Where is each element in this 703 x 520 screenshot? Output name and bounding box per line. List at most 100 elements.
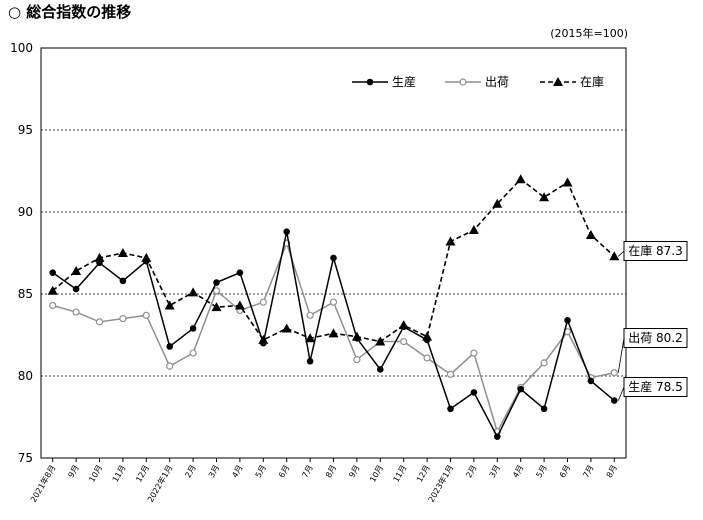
end-label-box bbox=[623, 328, 688, 348]
y-tick-label: 100 bbox=[10, 41, 33, 55]
data-point-生産 bbox=[611, 397, 618, 404]
data-point-生産 bbox=[564, 316, 571, 324]
data-point-在庫 bbox=[94, 252, 105, 262]
data-point-生産 bbox=[470, 389, 478, 396]
series-在庫 bbox=[47, 174, 620, 346]
chart-title: ○ 総合指数の推移 bbox=[8, 3, 131, 21]
data-point-出荷 bbox=[119, 315, 127, 323]
data-point-生産 bbox=[283, 228, 291, 235]
x-tick-label: 4月 bbox=[511, 464, 525, 480]
y-axis-ticks: 75 80 85 90 95 100 bbox=[10, 41, 33, 465]
data-point-出荷 bbox=[610, 369, 618, 377]
x-tick-label: 9月 bbox=[66, 464, 80, 480]
x-tick-label: 8月 bbox=[605, 464, 619, 480]
data-point-出荷 bbox=[470, 349, 478, 357]
data-point-生産 bbox=[166, 343, 173, 350]
end-label-leader bbox=[618, 250, 625, 257]
data-point-在庫 bbox=[141, 252, 152, 262]
data-point-生産 bbox=[587, 377, 595, 385]
series-line-出荷 bbox=[52, 240, 615, 434]
legend-label: 生産 bbox=[392, 74, 416, 89]
legend-marker bbox=[553, 77, 563, 86]
end-label-box bbox=[623, 377, 688, 397]
data-point-在庫 bbox=[234, 300, 245, 310]
x-tick-label: 9月 bbox=[347, 464, 361, 480]
x-tick-label: 3月 bbox=[207, 464, 221, 480]
series-layer bbox=[47, 174, 620, 440]
data-point-在庫 bbox=[375, 336, 386, 346]
data-point-生産 bbox=[213, 279, 220, 286]
y-tick-label: 90 bbox=[18, 205, 33, 219]
y-tick-label: 85 bbox=[18, 287, 33, 301]
data-point-在庫 bbox=[539, 192, 550, 202]
legend-label: 出荷 bbox=[485, 75, 509, 89]
x-tick-label: 12月 bbox=[415, 464, 432, 484]
data-point-生産 bbox=[447, 405, 454, 413]
y-tick-label: 80 bbox=[18, 369, 33, 383]
y-tick-label: 75 bbox=[18, 451, 33, 465]
end-label-text: 生産 78.5 bbox=[628, 379, 683, 394]
x-tick-label: 10月 bbox=[87, 464, 104, 484]
x-tick-label: 6月 bbox=[277, 464, 291, 480]
unit-note: (2015年=100) bbox=[550, 26, 628, 40]
data-point-出荷 bbox=[166, 362, 174, 370]
data-point-在庫 bbox=[117, 248, 128, 257]
series-出荷 bbox=[49, 239, 618, 436]
data-point-在庫 bbox=[188, 287, 199, 297]
data-point-在庫 bbox=[351, 331, 362, 341]
end-label-在庫: 在庫 87.3 bbox=[618, 241, 688, 261]
data-point-出荷 bbox=[446, 370, 455, 378]
data-point-出荷 bbox=[142, 311, 150, 319]
data-point-出荷 bbox=[95, 318, 104, 326]
x-tick-label: 2021年8月 bbox=[28, 463, 57, 504]
plot-frame bbox=[40, 47, 627, 459]
legend-entry-生産: 生産 bbox=[352, 74, 416, 89]
data-point-在庫 bbox=[211, 302, 222, 312]
data-point-在庫 bbox=[281, 323, 292, 333]
data-point-出荷 bbox=[259, 298, 267, 306]
x-tick-label: 11月 bbox=[111, 464, 128, 484]
data-point-生産 bbox=[306, 357, 314, 365]
data-point-出荷 bbox=[49, 301, 57, 310]
data-point-出荷 bbox=[423, 354, 431, 362]
data-point-出荷 bbox=[400, 337, 408, 346]
data-point-出荷 bbox=[72, 308, 80, 316]
x-tick-label: 5月 bbox=[254, 464, 268, 480]
data-point-出荷 bbox=[329, 298, 338, 306]
data-point-生産 bbox=[494, 433, 501, 440]
data-point-出荷 bbox=[189, 349, 197, 357]
legend-marker bbox=[366, 78, 374, 86]
legend-entry-在庫: 在庫 bbox=[540, 75, 604, 89]
data-point-在庫 bbox=[492, 198, 503, 208]
data-point-在庫 bbox=[305, 333, 316, 343]
legend: 生産 出荷 在庫 bbox=[352, 74, 604, 89]
data-point-在庫 bbox=[422, 331, 433, 341]
x-tick-label: 7月 bbox=[581, 464, 595, 480]
data-point-在庫 bbox=[398, 320, 409, 330]
x-tick-label: 2月 bbox=[464, 464, 478, 480]
x-tick-label: 12月 bbox=[134, 464, 151, 484]
data-point-在庫 bbox=[164, 300, 175, 310]
end-label-text: 出荷 80.2 bbox=[628, 331, 683, 345]
x-tick-label: 2月 bbox=[183, 464, 197, 480]
x-tick-label: 10月 bbox=[368, 464, 385, 484]
data-point-在庫 bbox=[71, 266, 82, 276]
data-point-在庫 bbox=[47, 285, 58, 295]
data-point-生産 bbox=[236, 269, 244, 276]
data-point-在庫 bbox=[258, 334, 269, 344]
data-point-在庫 bbox=[328, 328, 339, 338]
x-tick-label: 5月 bbox=[534, 464, 548, 480]
data-point-生産 bbox=[540, 405, 548, 413]
end-label-出荷: 出荷 80.2 bbox=[617, 328, 688, 373]
end-label-box bbox=[623, 241, 688, 261]
data-point-出荷 bbox=[306, 311, 314, 319]
data-point-在庫 bbox=[609, 251, 620, 261]
x-tick-label: 4月 bbox=[230, 464, 244, 480]
x-tick-label: 8月 bbox=[324, 464, 338, 480]
x-tick-label: 7月 bbox=[300, 464, 314, 480]
data-point-在庫 bbox=[585, 229, 596, 239]
y-tick-label: 95 bbox=[18, 123, 33, 137]
data-point-生産 bbox=[377, 366, 384, 373]
